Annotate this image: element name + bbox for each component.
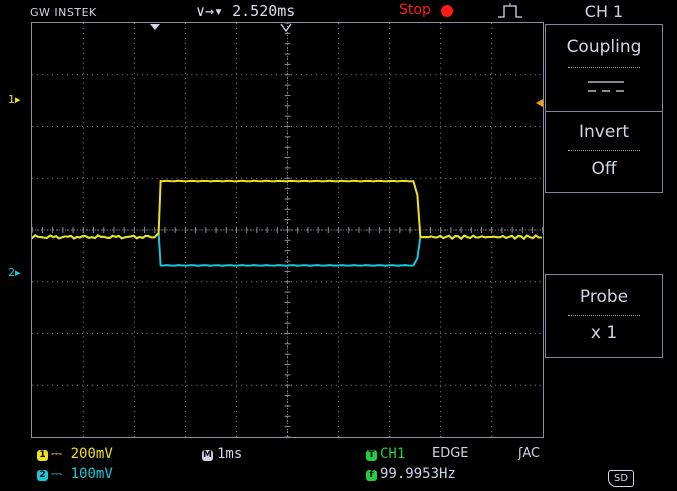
trigger-badge-icon: T xyxy=(366,450,377,461)
trigger-level-icon xyxy=(536,99,543,107)
ch1-ground-marker: 1▸ xyxy=(8,93,21,106)
timebase-badge-icon: M xyxy=(202,450,213,461)
invert-label: Invert xyxy=(579,122,629,142)
coupling-label: Coupling xyxy=(566,37,642,57)
dc-coupling-icon xyxy=(588,81,624,92)
invert-value: Off xyxy=(591,159,617,179)
brand-logo: GW INSTEK xyxy=(30,6,97,19)
probe-label: Probe xyxy=(579,287,629,307)
horizontal-position-value: 2.520ms xyxy=(232,2,296,20)
position-arrows-icon: ∨→▾ xyxy=(196,2,233,20)
frequency-value: 99.9953Hz xyxy=(380,466,456,482)
frequency-badge-icon: f xyxy=(366,470,377,481)
probe-button[interactable]: Probe x 1 xyxy=(545,274,663,358)
horizontal-position-readout: ∨→▾ 2.520ms xyxy=(196,2,295,20)
run-stop-status: Stop xyxy=(399,2,431,18)
trigger-coupling-value: AC xyxy=(522,446,541,461)
ch2-marker-label: 2 xyxy=(8,266,15,279)
center-marker-icon xyxy=(280,23,292,33)
stop-indicator-icon xyxy=(441,5,453,17)
trigger-source: CH1 xyxy=(380,446,406,462)
status-bar-top: GW INSTEK ∨→▾ 2.520ms Stop xyxy=(0,0,545,22)
invert-button[interactable]: Invert Off xyxy=(545,111,663,193)
ch1-scale-readout: ⎓ 200mV xyxy=(51,446,113,462)
ch2-scale-readout: ⎓ 100mV xyxy=(51,466,113,482)
ch1-waveform xyxy=(32,179,542,241)
menu-divider xyxy=(568,315,640,316)
status-bar-bottom: 1 ⎓ 200mV 2 ⎓ 100mV M 1ms T CH1 EDGE ʃAC… xyxy=(0,440,545,491)
ch2-scale-value: 100mV xyxy=(70,466,113,482)
menu-title: CH 1 xyxy=(584,2,624,21)
trigger-type: EDGE xyxy=(432,446,469,461)
probe-value: x 1 xyxy=(590,323,618,343)
menu-divider xyxy=(568,150,640,151)
ch1-badge-icon: 1 xyxy=(37,450,48,461)
menu-divider xyxy=(568,67,640,68)
ch1-scale-value: 200mV xyxy=(70,446,113,462)
ch2-badge-icon: 2 xyxy=(37,470,48,481)
channel-menu: CH 1 Coupling DC Invert Off Probe x 1 xyxy=(545,0,677,491)
waveform-display[interactable] xyxy=(31,22,544,438)
timebase-value: 1ms xyxy=(217,446,243,462)
coupling-button[interactable]: Coupling DC xyxy=(545,24,663,112)
sd-card-icon: SD xyxy=(608,470,634,487)
edge-trigger-icon xyxy=(498,3,522,18)
trigger-position-icon xyxy=(150,24,160,30)
trigger-coupling: ʃAC xyxy=(518,446,541,461)
ch1-marker-label: 1 xyxy=(8,93,15,106)
ch2-ground-marker: 2▸ xyxy=(8,266,21,279)
